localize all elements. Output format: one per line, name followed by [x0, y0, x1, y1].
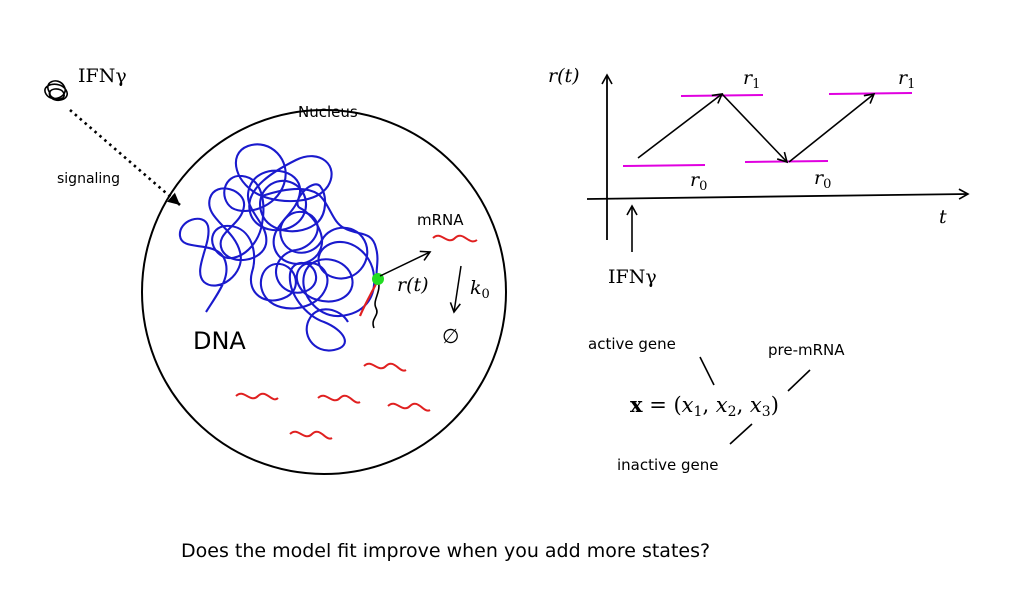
- mrna-molecules: [235, 362, 431, 440]
- nucleus-label: Nucleus: [298, 103, 358, 121]
- degradation-rate-label: k0: [470, 277, 490, 302]
- ifn-label-bottom: IFNγ: [608, 266, 657, 288]
- plot-y-label: r(t): [548, 65, 580, 87]
- mrna-molecule: [235, 392, 279, 401]
- inactive-gene-label: inactive gene: [617, 456, 719, 474]
- level-label-r0: r0: [690, 169, 707, 194]
- mrna-molecule: [289, 430, 333, 440]
- switch-arrow-off: [721, 93, 789, 164]
- pointer-inactive-gene: [729, 423, 753, 445]
- dna-label: DNA: [193, 327, 246, 355]
- level-label-r0: r0: [814, 167, 831, 192]
- plot-x-label: t: [939, 206, 947, 228]
- mrna-label: mRNA: [417, 211, 464, 229]
- switch-arrow-on: [637, 93, 724, 159]
- empty-set-symbol: ∅: [442, 324, 459, 348]
- level-label-r1: r1: [743, 67, 760, 92]
- dna-strand: [178, 143, 379, 352]
- transcription-arrow: [379, 250, 432, 277]
- pre-mrna-label: pre-mRNA: [768, 341, 845, 359]
- rate-label-mid: r(t): [397, 274, 429, 296]
- signaling-label: signaling: [57, 171, 120, 187]
- mrna-molecule: [387, 402, 431, 412]
- nucleus-boundary: [141, 109, 507, 475]
- question-caption: Does the model fit improve when you add …: [181, 540, 710, 562]
- ifn-molecule-icon: [44, 80, 68, 102]
- switch-arrow-on: [788, 92, 876, 163]
- active-gene-label: active gene: [588, 335, 676, 353]
- pointer-pre-mrna: [787, 369, 811, 392]
- mrna-squiggle: [432, 234, 478, 243]
- level-r0: [622, 164, 706, 167]
- active-gene-segment: [358, 279, 379, 317]
- signaling-arrow: [69, 109, 181, 206]
- level-r1: [828, 92, 913, 95]
- degradation-arrow: [449, 265, 462, 314]
- plot-x-axis: [586, 188, 970, 200]
- state-vector-equation: x = (x1, x2, x3): [630, 392, 779, 420]
- ifn-label-left: IFNγ: [78, 65, 127, 87]
- mrna-molecule: [363, 362, 407, 372]
- level-label-r1: r1: [898, 67, 915, 92]
- pointer-active-gene: [699, 356, 715, 386]
- pre-mrna-tail: [372, 279, 380, 329]
- mrna-molecule: [317, 394, 361, 404]
